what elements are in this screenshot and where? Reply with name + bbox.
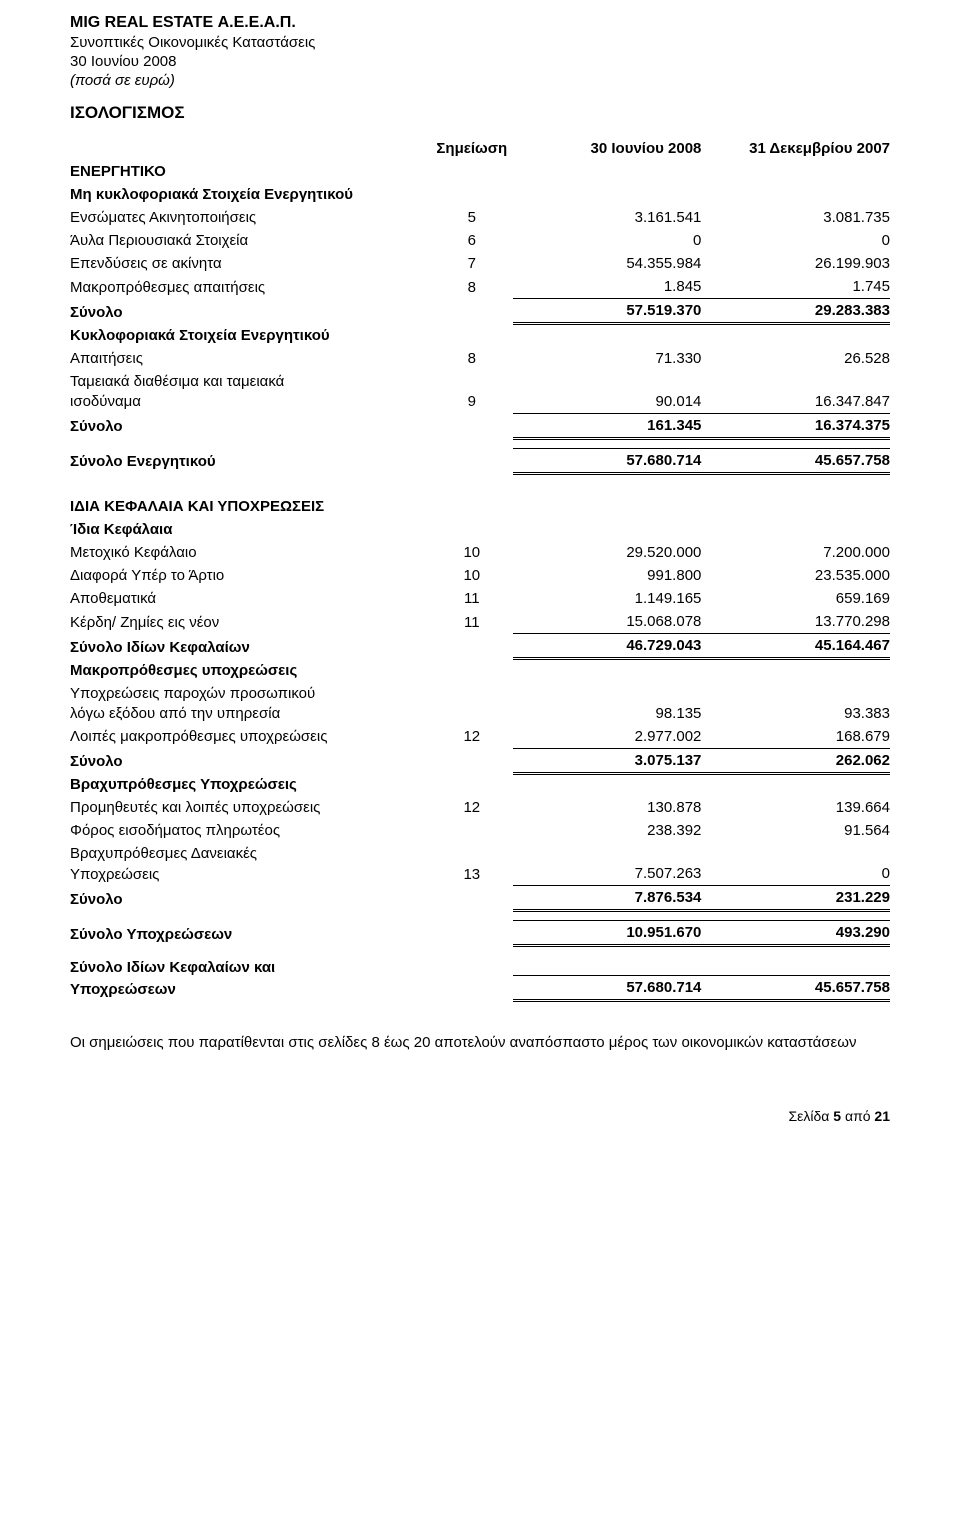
col-note: Σημείωση	[431, 137, 513, 160]
subtotal-row: Σύνολο 7.876.534 231.229	[70, 886, 890, 911]
subtotal-row: Σύνολο 161.345 16.374.375	[70, 413, 890, 438]
table-row: Μακροπρόθεσμες απαιτήσεις 8 1.845 1.745	[70, 275, 890, 299]
table-row: Φόρος εισοδήματος πληρωτέος 238.392 91.5…	[70, 819, 890, 842]
col-period-2: 31 Δεκεμβρίου 2007	[701, 137, 890, 160]
table-row: λόγω εξόδου από την υπηρεσία 98.135 93.3…	[70, 702, 890, 725]
company-name: MIG REAL ESTATE Α.Ε.Ε.Α.Π.	[70, 14, 890, 32]
lt-liab-title: Μακροπρόθεσμες υποχρεώσεις	[70, 659, 431, 682]
table-row: Λοιπές μακροπρόθεσμες υποχρεώσεις 12 2.9…	[70, 725, 890, 749]
subtotal-row: Σύνολο 3.075.137 262.062	[70, 748, 890, 773]
balance-sheet-table: Σημείωση 30 Ιουνίου 2008 31 Δεκεμβρίου 2…	[70, 137, 890, 1002]
total-assets-row: Σύνολο Ενεργητικού 57.680.714 45.657.758	[70, 448, 890, 473]
table-row: Ενσώματες Ακινητοποιήσεις 5 3.161.541 3.…	[70, 206, 890, 229]
assets-title: ΕΝΕΡΓΗΤΙΚΟ	[70, 160, 431, 183]
table-row: Διαφορά Υπέρ το Άρτιο 10 991.800 23.535.…	[70, 564, 890, 587]
column-headers: Σημείωση 30 Ιουνίου 2008 31 Δεκεμβρίου 2…	[70, 137, 890, 160]
grand-total-row: Υποχρεώσεων 57.680.714 45.657.758	[70, 976, 890, 1001]
table-row: Προμηθευτές και λοιπές υποχρεώσεις 12 13…	[70, 796, 890, 819]
subtotal-row: Σύνολο Ιδίων Κεφαλαίων 46.729.043 45.164…	[70, 634, 890, 659]
table-row: Βραχυπρόθεσμες Δανειακές 13	[70, 842, 890, 862]
col-period-1: 30 Ιουνίου 2008	[513, 137, 702, 160]
current-assets-title: Κυκλοφοριακά Στοιχεία Ενεργητικού	[70, 324, 431, 347]
equity-title: Ίδια Κεφάλαια	[70, 518, 431, 541]
header-currency-note: (ποσά σε ευρώ)	[70, 72, 890, 89]
table-row: Κέρδη/ Ζημίες εις νέον 11 15.068.078 13.…	[70, 610, 890, 634]
table-row: Ταμειακά διαθέσιμα και ταμειακά 9	[70, 370, 890, 390]
page-number: Σελίδα 5 από 21	[70, 1108, 890, 1124]
st-liab-title: Βραχυπρόθεσμες Υποχρεώσεις	[70, 773, 431, 796]
header-date: 30 Ιουνίου 2008	[70, 53, 890, 70]
table-row: Μετοχικό Κεφάλαιο 10 29.520.000 7.200.00…	[70, 541, 890, 564]
table-row: Άυλα Περιουσιακά Στοιχεία 6 0 0	[70, 229, 890, 252]
total-liabilities-row: Σύνολο Υποχρεώσεων 10.951.670 493.290	[70, 921, 890, 946]
equity-liab-title: ΙΔΙΑ ΚΕΦΑΛΑΙΑ ΚΑΙ ΥΠΟΧΡΕΩΣΕΙΣ	[70, 495, 431, 518]
section-title: ΙΣΟΛΟΓΙΣΜΟΣ	[70, 103, 890, 123]
grand-total-row: Σύνολο Ιδίων Κεφαλαίων και	[70, 956, 890, 976]
financial-statement-page: MIG REAL ESTATE Α.Ε.Ε.Α.Π. Συνοπτικές Οι…	[0, 0, 960, 1154]
subtotal-row: Σύνολο 57.519.370 29.283.383	[70, 299, 890, 324]
table-row: Επενδύσεις σε ακίνητα 7 54.355.984 26.19…	[70, 252, 890, 275]
table-row: Απαιτήσεις 8 71.330 26.528	[70, 347, 890, 370]
header-subtitle: Συνοπτικές Οικονομικές Καταστάσεις	[70, 34, 890, 51]
table-row: Αποθεματικά 11 1.149.165 659.169	[70, 587, 890, 610]
noncurrent-assets-title: Μη κυκλοφοριακά Στοιχεία Ενεργητικού	[70, 183, 431, 206]
footnote-text: Οι σημειώσεις που παρατίθενται στις σελί…	[70, 1028, 890, 1058]
table-row: Υποχρεώσεις παροχών προσωπικού	[70, 682, 890, 702]
